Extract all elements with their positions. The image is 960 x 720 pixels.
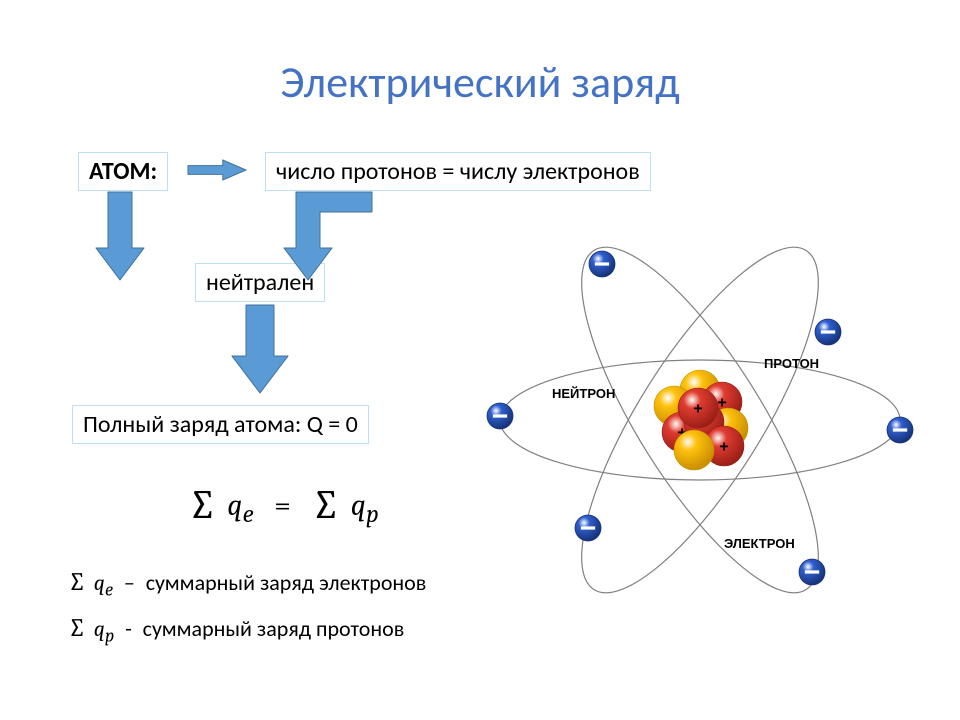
- svg-text:+: +: [719, 439, 728, 456]
- slide: Электрический заряд АТОМ: число протонов…: [0, 0, 960, 720]
- svg-text:ПРОТОН: ПРОТОН: [764, 356, 819, 371]
- svg-text:НЕЙТРОН: НЕЙТРОН: [552, 386, 615, 401]
- svg-text:ЭЛЕКТРОН: ЭЛЕКТРОН: [724, 536, 795, 551]
- svg-text:+: +: [693, 401, 702, 418]
- atom-diagram: +++++ПРОТОННЕЙТРОНЭЛЕКТРОН: [0, 0, 960, 720]
